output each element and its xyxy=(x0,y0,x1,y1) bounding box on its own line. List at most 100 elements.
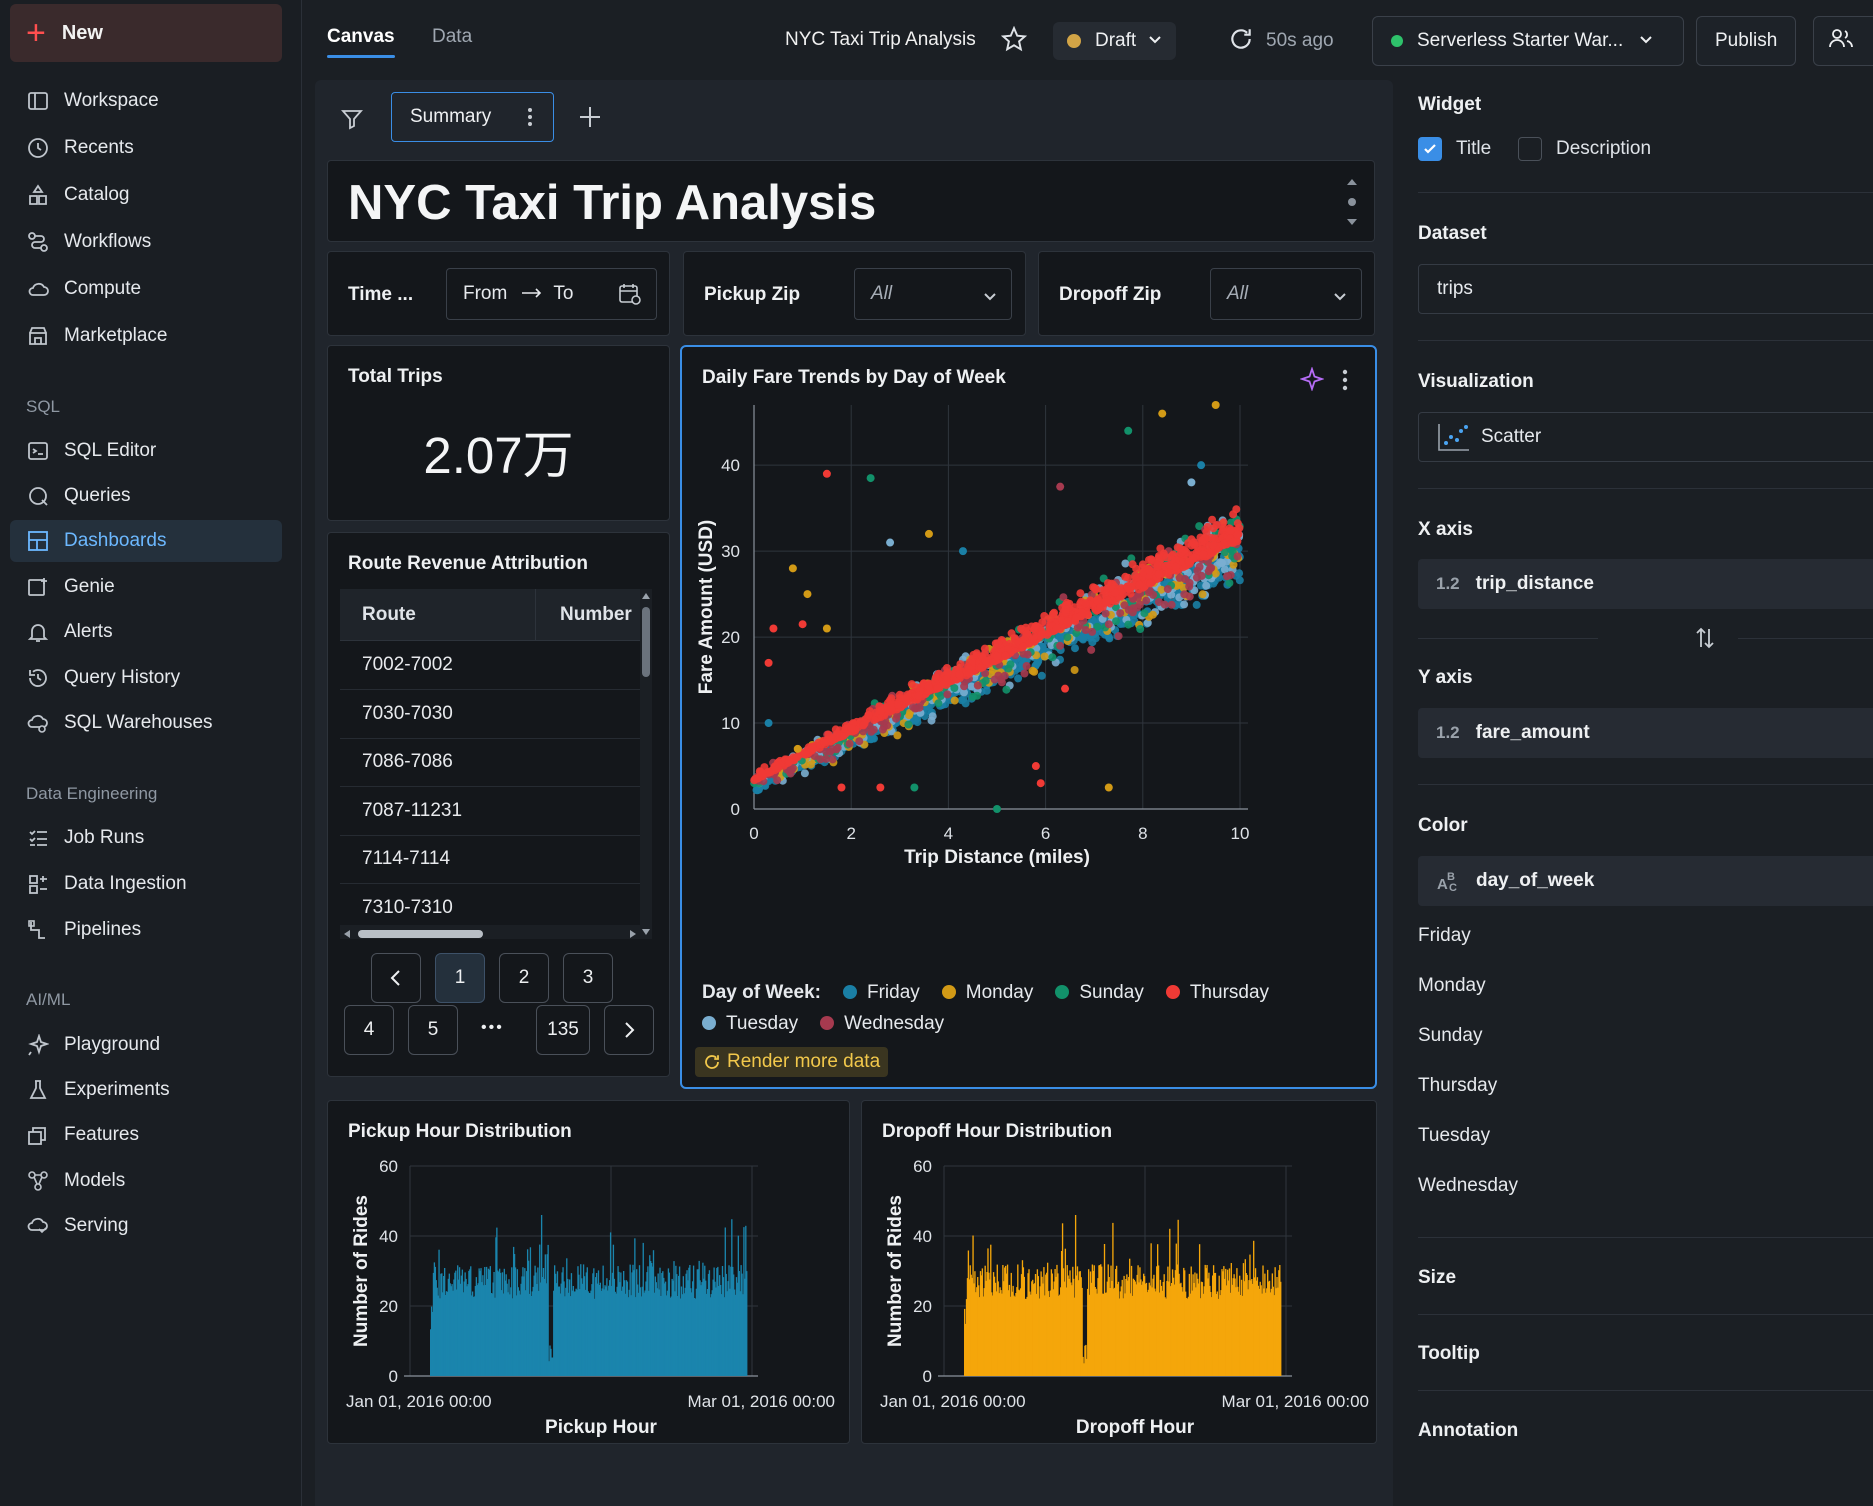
page-tab-summary[interactable]: Summary xyxy=(391,92,554,142)
render-more-button[interactable]: Render more data xyxy=(695,1047,889,1077)
histogram-bar xyxy=(1237,1286,1239,1376)
sidebar-item-playground[interactable]: Playground xyxy=(10,1024,282,1066)
dropoff-hour-chart[interactable]: 0 20 40 60 Jan 01, 2016 00:00 Mar 01, 2016 00… xyxy=(862,1151,1374,1441)
visualization-select[interactable]: Scatter xyxy=(1418,412,1873,462)
route-revenue-card[interactable]: Route Revenue Attribution Route Number 7… xyxy=(327,532,670,1077)
pickup-hour-card[interactable]: Pickup Hour Distribution 0 20 40 60 Jan 01, … xyxy=(327,1100,850,1444)
sidebar-item-dashboards[interactable]: Dashboards xyxy=(10,520,282,562)
color-value-item[interactable]: Thursday xyxy=(1418,1075,1498,1096)
annotation-label[interactable]: Annotation xyxy=(1418,1420,1519,1441)
color-value-item[interactable]: Wednesday xyxy=(1418,1175,1518,1196)
sidebar-item-features[interactable]: Features xyxy=(10,1114,282,1156)
page-button-3[interactable]: 3 xyxy=(563,953,613,1003)
total-trips-card[interactable]: Total Trips 2.07万 xyxy=(327,345,670,521)
page-button-135[interactable]: 135 xyxy=(536,1005,590,1055)
refresh-icon[interactable] xyxy=(1228,26,1254,58)
tab-canvas[interactable]: Canvas xyxy=(327,26,395,58)
publish-button[interactable]: Publish xyxy=(1696,16,1797,66)
sidebar-item-experiments[interactable]: Experiments xyxy=(10,1069,282,1111)
dropoff-hour-card[interactable]: Dropoff Hour Distribution 0 20 40 60 Jan 01,… xyxy=(861,1100,1377,1444)
legend-item[interactable]: Wednesday xyxy=(820,1008,944,1039)
new-button[interactable]: + New xyxy=(10,4,282,62)
sidebar-item-catalog[interactable]: Catalog xyxy=(10,174,282,216)
color-value-item[interactable]: Tuesday xyxy=(1418,1125,1491,1146)
filter-icon[interactable] xyxy=(340,107,364,137)
description-checkbox[interactable]: Description xyxy=(1518,137,1651,161)
column-header-route[interactable]: Route xyxy=(340,589,536,641)
sidebar-item-pipelines[interactable]: Pipelines xyxy=(10,909,282,951)
share-button[interactable] xyxy=(1813,16,1873,66)
sidebar-item-serving[interactable]: Serving xyxy=(10,1205,282,1247)
color-value-item[interactable]: Monday xyxy=(1418,975,1486,996)
sidebar-item-sql-editor[interactable]: SQL Editor xyxy=(10,430,282,472)
table-row[interactable]: 7114-7114 xyxy=(340,835,640,884)
scatter-point xyxy=(1225,579,1234,587)
size-label[interactable]: Size xyxy=(1418,1267,1457,1288)
pickup-hour-chart[interactable]: 0 20 40 60 Jan 01, 2016 00:00 Mar 01, 2016 00… xyxy=(328,1151,847,1441)
table-row[interactable]: 7002-7002 xyxy=(340,641,640,690)
column-header-number[interactable]: Number xyxy=(560,603,632,625)
legend-item[interactable]: Friday xyxy=(842,977,920,1008)
legend-item[interactable]: Monday xyxy=(941,977,1033,1008)
tab-data[interactable]: Data xyxy=(432,26,473,47)
sidebar-item-data-ingestion[interactable]: Data Ingestion xyxy=(10,863,282,905)
warehouse-selector[interactable]: Serverless Starter War... xyxy=(1372,16,1684,66)
histogram-bar xyxy=(562,1267,564,1376)
x-axis-field[interactable]: 1.2 trip_distance xyxy=(1418,559,1873,609)
page-button-5[interactable]: 5 xyxy=(408,1005,458,1055)
dataset-select[interactable]: trips xyxy=(1418,264,1873,314)
sidebar-item-marketplace[interactable]: Marketplace xyxy=(10,315,282,357)
scatter-plot[interactable]: 0 2 4 6 8 10 0 10 20 30 40 Trip Distance (miles) Far… xyxy=(682,395,1375,975)
color-value-item[interactable]: Friday xyxy=(1418,925,1471,946)
star-icon[interactable] xyxy=(1000,25,1028,58)
color-value-item[interactable]: Sunday xyxy=(1418,1025,1483,1046)
calendar-icon[interactable] xyxy=(618,282,642,312)
histogram-bar xyxy=(567,1292,570,1376)
page-button-4[interactable]: 4 xyxy=(344,1005,394,1055)
kebab-icon[interactable] xyxy=(1342,369,1348,397)
dashboard-title[interactable]: NYC Taxi Trip Analysis xyxy=(785,29,976,50)
swap-axes-icon[interactable] xyxy=(1693,625,1717,657)
date-range-picker[interactable]: From To xyxy=(446,268,657,320)
page-button-1[interactable]: 1 xyxy=(435,953,485,1003)
next-page-button[interactable] xyxy=(604,1005,654,1055)
scatter-point xyxy=(764,658,773,667)
legend-item[interactable]: Tuesday xyxy=(702,1008,798,1039)
add-page-icon[interactable] xyxy=(577,104,603,136)
draft-status-dropdown[interactable]: Draft xyxy=(1053,22,1177,60)
y-tick-label: 60 xyxy=(379,1157,398,1176)
sidebar-item-queries[interactable]: Queries xyxy=(10,475,282,517)
vertical-scrollbar[interactable] xyxy=(640,589,652,939)
table-row[interactable]: 7086-7086 xyxy=(340,738,640,787)
table-row[interactable]: 7310-7310 xyxy=(340,883,640,933)
scroll-arrows-icon[interactable] xyxy=(1344,175,1360,235)
dropoff-zip-select[interactable]: All xyxy=(1210,268,1362,320)
legend-item[interactable]: Sunday xyxy=(1055,977,1144,1008)
heading-card[interactable]: NYC Taxi Trip Analysis xyxy=(327,160,1375,242)
scatter-point xyxy=(1142,596,1151,605)
legend-item[interactable]: Thursday xyxy=(1165,977,1269,1008)
table-row[interactable]: 7030-7030 xyxy=(340,689,640,739)
y-axis-field[interactable]: 1.2 fare_amount xyxy=(1418,708,1873,758)
sidebar-item-genie[interactable]: Genie xyxy=(10,566,282,608)
table-row[interactable]: 7087-11231 xyxy=(340,786,640,836)
horizontal-scrollbar[interactable] xyxy=(340,925,640,939)
title-checkbox[interactable]: Title xyxy=(1418,137,1491,161)
sidebar-item-sql-warehouses[interactable]: SQL Warehouses xyxy=(10,702,282,744)
scatter-chart-card[interactable]: Daily Fare Trends by Day of Week 0 2 4 6 8 10… xyxy=(680,345,1377,1089)
sidebar-item-models[interactable]: Models xyxy=(10,1160,282,1202)
sidebar-item-compute[interactable]: Compute xyxy=(10,268,282,310)
sparkle-ai-icon[interactable] xyxy=(1299,366,1325,397)
sidebar-item-workspace[interactable]: Workspace xyxy=(10,80,282,122)
sidebar-item-workflows[interactable]: Workflows xyxy=(10,221,282,263)
prev-page-button[interactable] xyxy=(371,953,421,1003)
sidebar-item-alerts[interactable]: Alerts xyxy=(10,611,282,653)
sidebar-item-query-history[interactable]: Query History xyxy=(10,657,282,699)
pickup-zip-select[interactable]: All xyxy=(854,268,1012,320)
tooltip-label[interactable]: Tooltip xyxy=(1418,1343,1480,1364)
sidebar-item-recents[interactable]: Recents xyxy=(10,127,282,169)
page-button-2[interactable]: 2 xyxy=(499,953,549,1003)
sidebar-item-job-runs[interactable]: Job Runs xyxy=(10,817,282,859)
kebab-icon[interactable] xyxy=(527,107,533,133)
